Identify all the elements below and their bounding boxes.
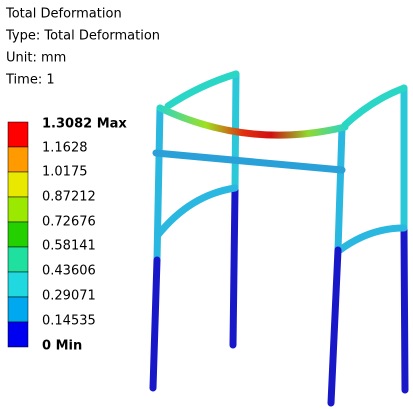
legend-label: 0.29071 bbox=[42, 289, 96, 304]
header-line: Total Deformation bbox=[5, 7, 122, 22]
mid-beam bbox=[156, 153, 342, 170]
legend-label: 0.72676 bbox=[42, 215, 96, 230]
top-rail bbox=[345, 88, 404, 125]
legend-label: 0.14535 bbox=[42, 314, 96, 329]
frame-model bbox=[153, 74, 405, 403]
legend-label: 0 Min bbox=[42, 339, 82, 354]
legend-labels: 1.3082 Max 1.1628 1.0175 0.87212 0.72676… bbox=[42, 117, 127, 354]
legend bbox=[8, 122, 28, 347]
legend-label: 0.43606 bbox=[42, 264, 96, 279]
top-rail bbox=[168, 74, 236, 106]
legend-band bbox=[8, 297, 28, 322]
legend-band bbox=[8, 172, 28, 197]
brace bbox=[158, 188, 235, 235]
legend-label: 1.1628 bbox=[42, 141, 88, 156]
post bbox=[157, 108, 160, 260]
post bbox=[331, 250, 338, 403]
top-beam bbox=[160, 108, 345, 135]
legend-band bbox=[8, 147, 28, 172]
post bbox=[233, 190, 235, 345]
legend-band bbox=[8, 322, 28, 347]
post bbox=[153, 260, 157, 388]
page: {"header": {"lines": ["Total Deformation… bbox=[0, 0, 413, 409]
legend-label: 1.3082 Max bbox=[42, 117, 127, 132]
legend-label: 0.87212 bbox=[42, 190, 96, 205]
legend-label: 1.0175 bbox=[42, 165, 88, 180]
header-line: Time: 1 bbox=[5, 73, 55, 88]
legend-band bbox=[8, 222, 28, 247]
viewport: Total Deformation Type: Total Deformatio… bbox=[0, 0, 413, 409]
post bbox=[404, 230, 405, 390]
header: Total Deformation Type: Total Deformatio… bbox=[5, 7, 160, 88]
legend-band bbox=[8, 122, 28, 147]
legend-band bbox=[8, 197, 28, 222]
legend-band bbox=[8, 247, 28, 272]
legend-band bbox=[8, 272, 28, 297]
header-line: Type: Total Deformation bbox=[5, 29, 160, 44]
header-line: Unit: mm bbox=[6, 51, 66, 66]
brace bbox=[340, 228, 404, 250]
legend-label: 0.58141 bbox=[42, 239, 96, 254]
post bbox=[338, 128, 342, 250]
